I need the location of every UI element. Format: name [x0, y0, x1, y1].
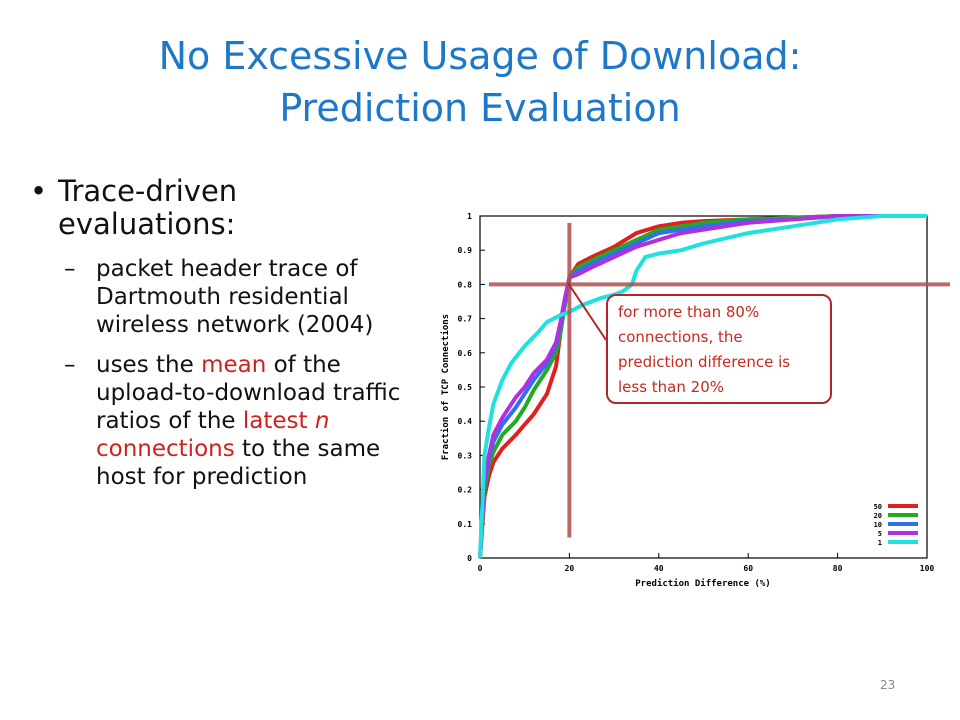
- bullet-trace-driven: • Trace-driven evaluations:: [30, 175, 420, 241]
- y-tick-label: 0.6: [458, 349, 473, 358]
- y-tick-label: 0.7: [458, 315, 473, 324]
- y-tick-label: 0.1: [458, 520, 473, 529]
- y-axis-label: Fraction of TCP Connections: [440, 314, 451, 460]
- y-tick-label: 0.3: [458, 451, 473, 460]
- title-line-1: No Excessive Usage of Download:: [158, 34, 802, 78]
- x-tick-label: 20: [565, 564, 575, 573]
- y-tick-label: 0.5: [458, 383, 473, 392]
- legend-label-20: 20: [874, 512, 882, 520]
- sub-bullet-text-2c: to the same host for prediction: [96, 436, 381, 490]
- dash-icon: –: [64, 256, 76, 282]
- legend-label-10: 10: [874, 521, 882, 529]
- slide-title: No Excessive Usage of Download: Predicti…: [0, 30, 960, 134]
- y-tick-label: 1: [467, 212, 472, 221]
- crosshair: [488, 222, 950, 538]
- legend-label-50: 50: [874, 503, 882, 511]
- callout-pointer: [567, 282, 607, 341]
- y-tick-label: 0.2: [458, 486, 473, 495]
- title-line-2: Prediction Evaluation: [279, 86, 681, 130]
- y-tick-label: 0.8: [458, 280, 473, 289]
- page-number: 23: [880, 678, 896, 692]
- callout-box: for more than 80% connections, the predi…: [606, 294, 832, 404]
- bullet-list: • Trace-driven evaluations: – packet hea…: [30, 175, 420, 503]
- y-tick-label: 0.9: [458, 246, 473, 255]
- series-line-1: [478, 214, 927, 559]
- legend-label-5: 5: [878, 530, 882, 538]
- y-tick-label: 0.4: [458, 417, 473, 426]
- cdf-chart: 0 20 40 60 80 100 0 0.1 0.2 0.3 0.4 0.5 0.6 0.7 0.8 0.9…: [440, 212, 950, 589]
- legend-label-1: 1: [878, 539, 882, 547]
- x-tick-label: 100: [920, 564, 935, 573]
- axis-ticks: 0 20 40 60 80 100 0 0.1 0.2 0.3 0.4 0.5 0.6 0.7 0.8 0.9…: [458, 212, 935, 573]
- x-tick-label: 80: [833, 564, 843, 573]
- sub-bullet-text-2b: of the upload-to-download traffic ratios…: [96, 352, 401, 434]
- sub-bullet-text-1: packet header trace of Dartmouth residen…: [96, 256, 374, 338]
- sub-bullet-text-2a: uses the: [96, 352, 202, 378]
- bullet-text: Trace-driven evaluations:: [58, 174, 238, 241]
- x-axis-label: Prediction Difference (%): [635, 578, 770, 589]
- bullet-dot-icon: •: [30, 174, 48, 208]
- sub-bullet-trace: – packet header trace of Dartmouth resid…: [42, 255, 420, 339]
- highlight-latest: latest n connections: [96, 408, 330, 462]
- sub-bullet-mean: – uses the mean of the upload-to-downloa…: [42, 351, 420, 491]
- x-tick-label: 40: [654, 564, 664, 573]
- x-tick-label: 0: [478, 564, 483, 573]
- dash-icon: –: [64, 352, 76, 378]
- highlight-mean: mean: [201, 352, 267, 378]
- x-tick-label: 60: [743, 564, 753, 573]
- y-tick-label: 0: [467, 554, 472, 563]
